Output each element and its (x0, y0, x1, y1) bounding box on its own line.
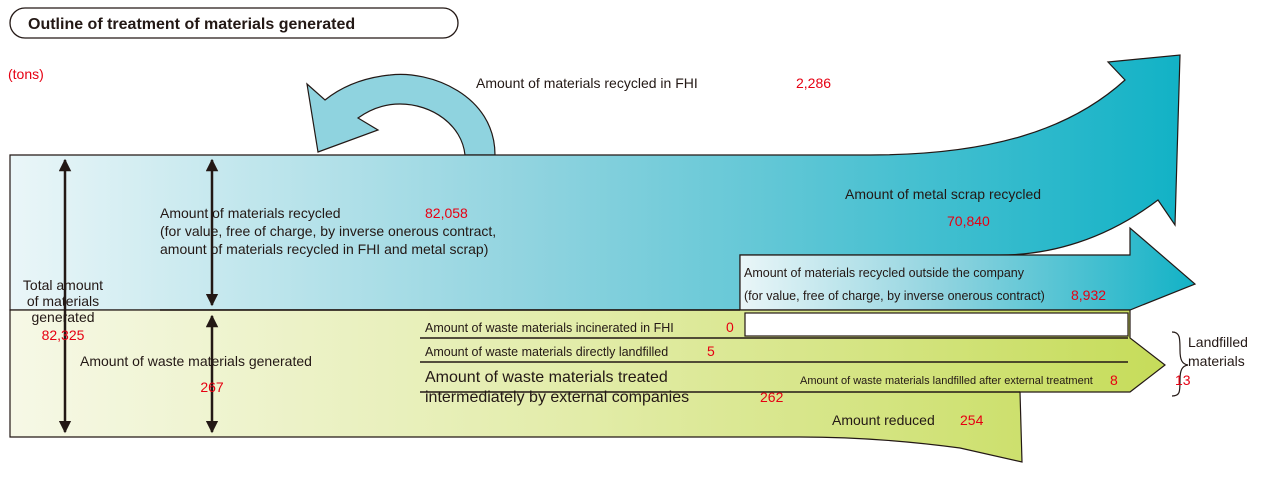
label: intermediately by external companies (425, 389, 689, 406)
note: (for value, free of charge, by inverse o… (744, 289, 1045, 303)
unit: (tons) (8, 66, 44, 82)
value: 262 (760, 389, 784, 405)
loop-arrow (306, 73, 496, 156)
value: 8 (1110, 372, 1118, 388)
value: 267 (200, 379, 224, 395)
label: Amount of waste materials incinerated in… (425, 321, 674, 335)
label: Amount of materials recycled (160, 205, 341, 221)
label: materials (1188, 353, 1245, 369)
value: 13 (1175, 372, 1191, 388)
value: 82,058 (425, 205, 468, 221)
label: Landfilled (1188, 334, 1248, 350)
value: 5 (707, 343, 715, 359)
waste-flow (9, 309, 1166, 463)
value: 2,286 (796, 75, 831, 91)
value: 70,840 (947, 213, 990, 229)
label: Total amount (23, 277, 103, 293)
value: 254 (960, 412, 984, 428)
label: Amount of waste materials treated (425, 369, 668, 386)
label: Amount reduced (832, 412, 935, 428)
note: (for value, free of charge, by inverse o… (160, 223, 496, 239)
label: Amount of waste materials directly landf… (425, 345, 668, 359)
brace (1171, 331, 1189, 397)
value: 8,932 (1071, 287, 1106, 303)
label: Amount of materials recycled in FHI (476, 75, 698, 91)
value: 82,325 (42, 327, 85, 343)
label: Amount of waste materials landfilled aft… (800, 375, 1093, 387)
label: Amount of waste materials generated (80, 353, 312, 369)
title-pill (9, 7, 459, 39)
note: amount of materials recycled in FHI and … (160, 241, 488, 257)
label: of materials (27, 293, 99, 309)
label: Amount of metal scrap recycled (845, 186, 1041, 202)
incinerated-box (744, 312, 1129, 337)
value: 0 (726, 319, 734, 335)
label: generated (31, 309, 94, 325)
label: Amount of materials recycled outside the… (744, 266, 1025, 280)
recycled-flow (9, 54, 1181, 311)
title: Outline of treatment of materials genera… (28, 16, 355, 33)
